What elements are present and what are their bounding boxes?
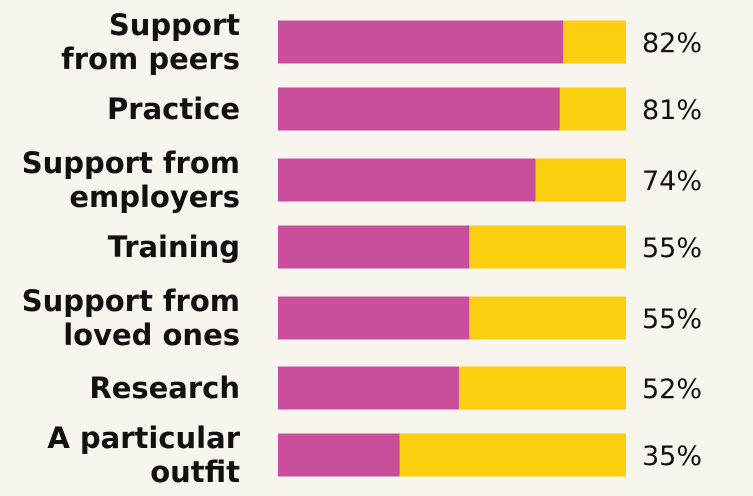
- value-label: 81%: [642, 95, 702, 126]
- bar-remainder-segment: [559, 87, 626, 131]
- bar-remainder-segment: [399, 433, 626, 477]
- category-label-line: employers: [69, 180, 240, 214]
- category-label-line: A particular: [47, 421, 240, 455]
- value-label: 74%: [642, 166, 702, 197]
- category-label: Research: [89, 371, 240, 405]
- category-label-line: Training: [108, 230, 240, 264]
- bar-value-segment: [278, 296, 470, 340]
- category-label-line: outfit: [150, 455, 240, 489]
- bars-group: [278, 20, 626, 477]
- value-label: 35%: [642, 441, 702, 472]
- category-label-line: Support from: [22, 284, 240, 318]
- bar-value-segment: [278, 20, 564, 64]
- bar-value-segment: [278, 158, 536, 202]
- bar-remainder-segment: [469, 225, 626, 269]
- value-label: 55%: [642, 233, 702, 264]
- category-label-line: Research: [89, 371, 240, 405]
- category-label-line: Practice: [107, 92, 240, 126]
- category-label-line: Support from: [22, 146, 240, 180]
- value-label: 52%: [642, 374, 702, 405]
- bar-value-segment: [278, 366, 459, 410]
- bar-remainder-segment: [535, 158, 626, 202]
- bar-value-segment: [278, 87, 560, 131]
- value-label: 82%: [642, 28, 702, 59]
- bar-remainder-segment: [563, 20, 626, 64]
- category-label: Practice: [107, 92, 240, 126]
- value-labels-group: 82% 81% 74% 55% 55% 52% 35%: [642, 28, 702, 472]
- category-label-line: from peers: [61, 42, 240, 76]
- category-label: Support from loved ones: [22, 284, 240, 352]
- bar-remainder-segment: [469, 296, 626, 340]
- category-label: Support from peers: [61, 8, 240, 76]
- category-label: Support from employers: [22, 146, 240, 214]
- category-label-line: Support: [109, 8, 240, 42]
- value-label: 55%: [642, 304, 702, 335]
- bar-value-segment: [278, 433, 400, 477]
- category-label: Training: [108, 230, 240, 264]
- category-label-line: loved ones: [63, 318, 240, 352]
- bar-value-segment: [278, 225, 470, 269]
- category-label: A particular outfit: [47, 421, 240, 489]
- bar-remainder-segment: [458, 366, 626, 410]
